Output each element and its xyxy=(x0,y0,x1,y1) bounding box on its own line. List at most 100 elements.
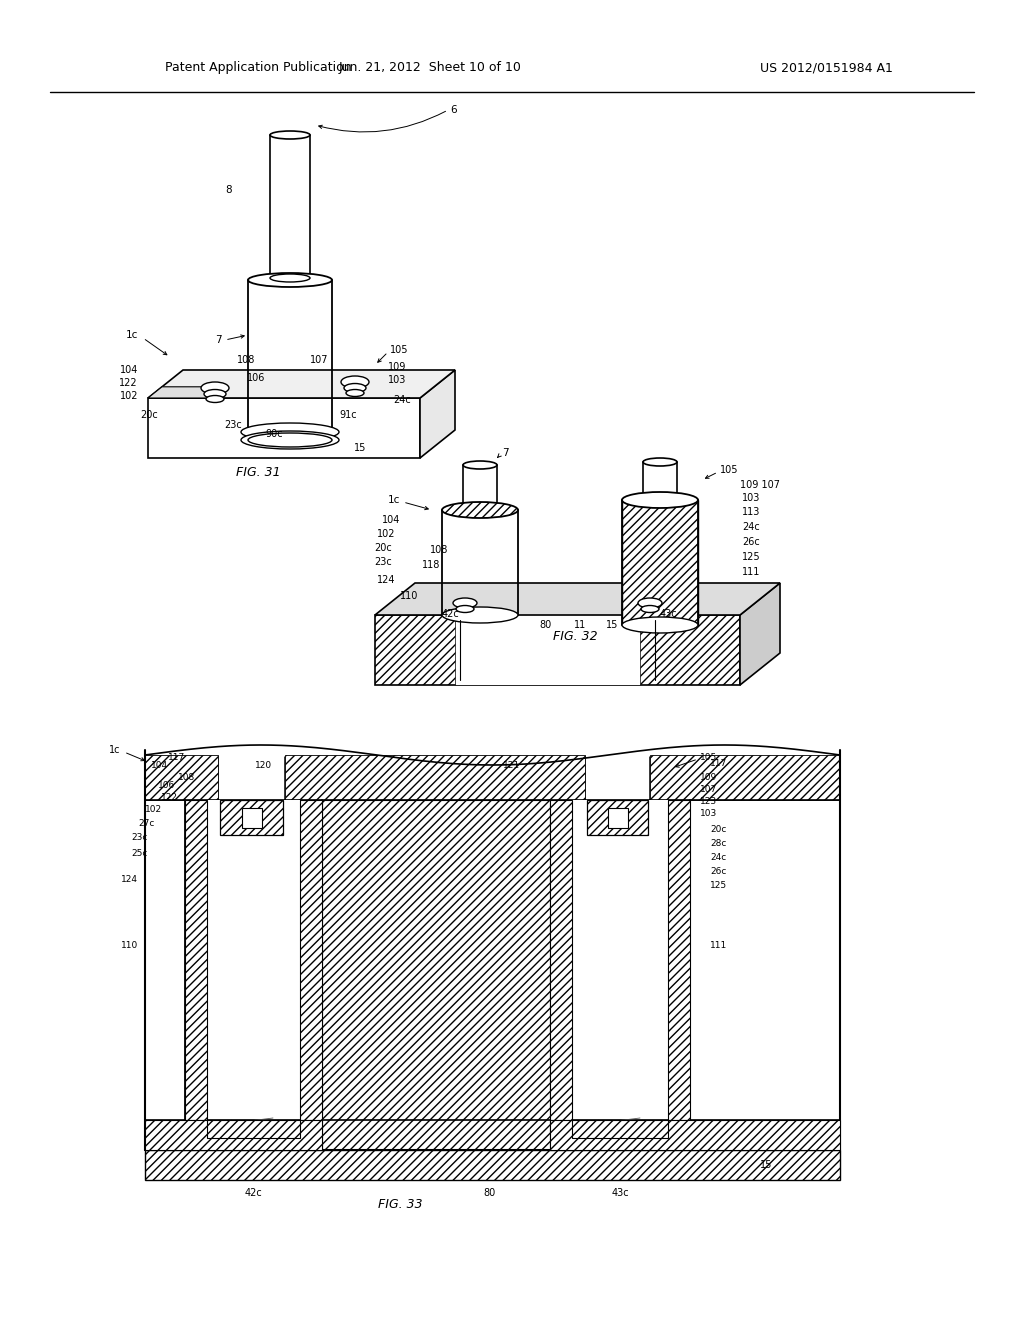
Polygon shape xyxy=(420,370,455,458)
Ellipse shape xyxy=(241,422,339,441)
Ellipse shape xyxy=(248,433,332,447)
Text: 108: 108 xyxy=(430,545,449,554)
Text: 25c: 25c xyxy=(132,850,148,858)
Text: 124: 124 xyxy=(121,875,138,884)
Text: 15: 15 xyxy=(606,620,618,630)
Text: 104: 104 xyxy=(120,366,138,375)
Ellipse shape xyxy=(638,598,662,609)
Polygon shape xyxy=(550,1119,840,1150)
Polygon shape xyxy=(375,583,780,615)
Polygon shape xyxy=(220,800,283,836)
Polygon shape xyxy=(550,800,572,1119)
Polygon shape xyxy=(668,800,690,1119)
Polygon shape xyxy=(185,800,207,1119)
Text: 110: 110 xyxy=(400,591,419,601)
Text: 1c: 1c xyxy=(126,330,138,341)
Text: Jun. 21, 2012  Sheet 10 of 10: Jun. 21, 2012 Sheet 10 of 10 xyxy=(339,62,521,74)
Ellipse shape xyxy=(442,607,518,623)
Text: 20c: 20c xyxy=(374,543,392,553)
Text: 26c: 26c xyxy=(710,866,726,875)
Ellipse shape xyxy=(204,389,226,399)
Text: 113: 113 xyxy=(742,507,761,517)
Ellipse shape xyxy=(344,384,366,392)
Text: 102: 102 xyxy=(377,529,395,539)
Ellipse shape xyxy=(270,275,310,282)
Polygon shape xyxy=(207,1119,300,1138)
Ellipse shape xyxy=(622,616,698,634)
Polygon shape xyxy=(740,583,780,685)
Text: 7: 7 xyxy=(502,447,509,458)
Text: 125: 125 xyxy=(742,552,761,562)
Text: 107: 107 xyxy=(700,785,717,795)
Text: 24c: 24c xyxy=(710,853,726,862)
Ellipse shape xyxy=(641,606,659,612)
Polygon shape xyxy=(572,1119,668,1138)
Ellipse shape xyxy=(206,396,224,403)
Text: 124: 124 xyxy=(377,576,395,585)
Text: 80: 80 xyxy=(484,1188,496,1199)
Text: FIG. 31: FIG. 31 xyxy=(236,466,281,479)
Text: Patent Application Publication: Patent Application Publication xyxy=(165,62,351,74)
Text: 104: 104 xyxy=(382,515,400,525)
Text: 102: 102 xyxy=(120,391,138,401)
Polygon shape xyxy=(148,399,420,458)
Text: 23c: 23c xyxy=(132,833,148,842)
Text: 28c: 28c xyxy=(710,838,726,847)
Text: 102: 102 xyxy=(144,805,162,814)
Text: 122: 122 xyxy=(120,378,138,388)
Text: 23c: 23c xyxy=(374,557,392,568)
Text: 6: 6 xyxy=(450,106,457,115)
Ellipse shape xyxy=(463,461,497,469)
Text: 105: 105 xyxy=(700,752,717,762)
Text: FIG. 32: FIG. 32 xyxy=(553,631,597,644)
Polygon shape xyxy=(322,800,550,1150)
Text: 8: 8 xyxy=(225,185,232,195)
Ellipse shape xyxy=(456,606,474,612)
Text: 109: 109 xyxy=(700,774,717,783)
Text: 107: 107 xyxy=(310,355,329,366)
Text: 1c: 1c xyxy=(388,495,400,506)
Polygon shape xyxy=(572,800,668,1119)
Text: 103: 103 xyxy=(388,375,407,385)
Ellipse shape xyxy=(241,432,339,449)
Text: 110: 110 xyxy=(121,940,138,949)
Text: 105: 105 xyxy=(720,465,738,475)
Polygon shape xyxy=(455,615,640,685)
Text: 1c: 1c xyxy=(109,744,120,755)
Polygon shape xyxy=(148,370,455,399)
Text: 90c: 90c xyxy=(265,429,283,440)
Text: 80: 80 xyxy=(539,620,551,630)
Ellipse shape xyxy=(442,502,518,517)
Polygon shape xyxy=(145,1150,840,1180)
Text: 43c: 43c xyxy=(659,609,677,619)
Polygon shape xyxy=(207,800,300,1119)
Text: 109: 109 xyxy=(388,362,407,372)
Text: 15: 15 xyxy=(354,444,367,453)
Polygon shape xyxy=(148,387,222,399)
Text: 109 107: 109 107 xyxy=(740,480,780,490)
Text: 125: 125 xyxy=(710,880,727,890)
Text: 43c: 43c xyxy=(611,1188,629,1199)
Text: 118: 118 xyxy=(422,560,440,570)
Text: US 2012/0151984 A1: US 2012/0151984 A1 xyxy=(760,62,893,74)
Text: 26c: 26c xyxy=(742,537,760,546)
Text: 7: 7 xyxy=(215,335,222,345)
Text: 106: 106 xyxy=(158,781,175,791)
Text: 24c: 24c xyxy=(393,395,411,405)
Text: 111: 111 xyxy=(742,568,761,577)
Text: 91c: 91c xyxy=(339,411,356,420)
Text: 15: 15 xyxy=(760,1160,772,1170)
Text: 108: 108 xyxy=(178,774,195,783)
Text: FIG. 33: FIG. 33 xyxy=(378,1199,422,1212)
Text: 23c: 23c xyxy=(224,420,242,430)
Ellipse shape xyxy=(453,598,477,609)
Polygon shape xyxy=(145,755,218,800)
Ellipse shape xyxy=(248,273,332,286)
Text: 103: 103 xyxy=(742,492,761,503)
Text: 104: 104 xyxy=(151,762,168,771)
Ellipse shape xyxy=(270,131,310,139)
Text: 20c: 20c xyxy=(710,825,726,834)
Polygon shape xyxy=(300,800,322,1119)
Text: 123: 123 xyxy=(700,797,717,807)
Polygon shape xyxy=(622,500,698,624)
